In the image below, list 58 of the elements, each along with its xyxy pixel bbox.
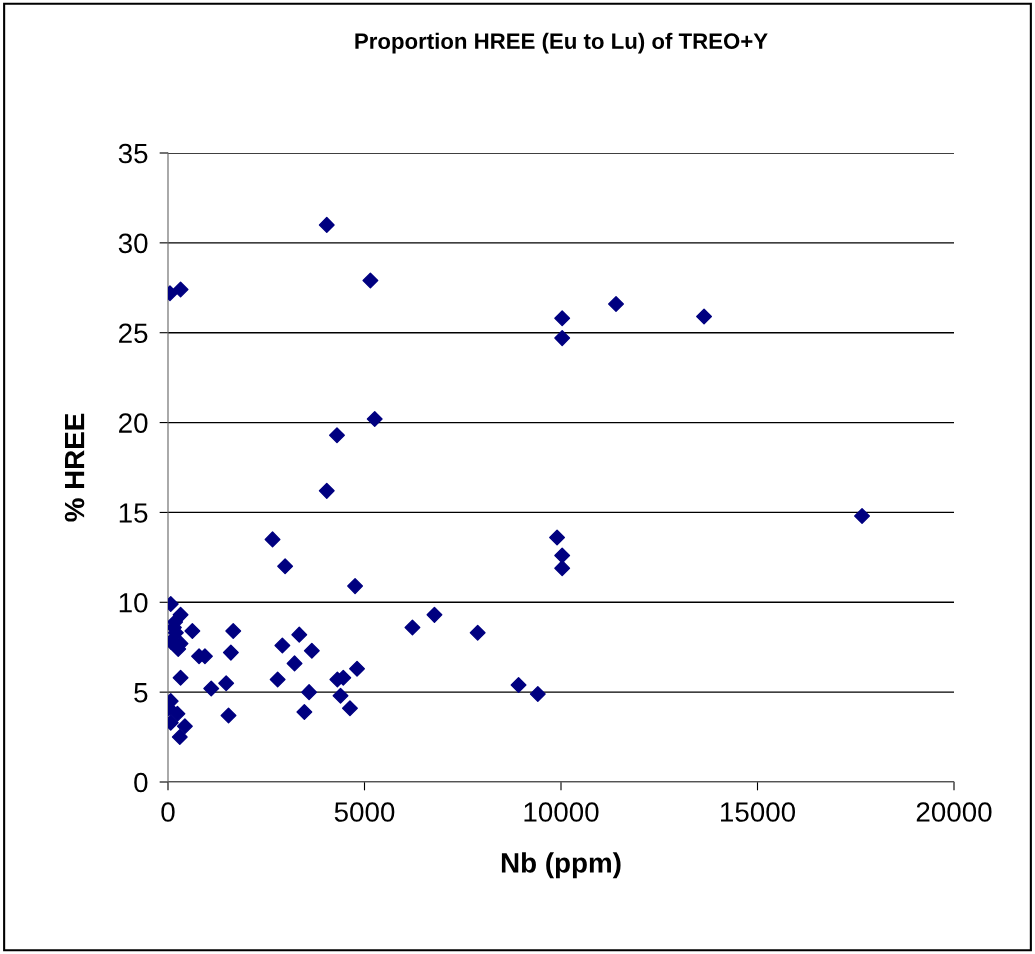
point	[318, 482, 335, 499]
point	[696, 308, 713, 325]
point	[854, 508, 871, 525]
y-tick-label: 25	[119, 323, 148, 344]
y-tick-label: 20	[119, 413, 148, 433]
point	[366, 410, 383, 427]
point	[347, 578, 364, 595]
point	[277, 558, 294, 575]
x-tick-label: 15000	[721, 802, 796, 822]
point	[218, 675, 235, 692]
point	[554, 547, 571, 564]
point	[171, 729, 188, 746]
point	[225, 623, 242, 640]
y-tick-label: 15	[119, 503, 148, 523]
y-tick-label: 10	[119, 592, 148, 613]
point	[426, 606, 443, 623]
point	[349, 660, 366, 677]
point	[203, 680, 220, 697]
point	[172, 281, 189, 298]
y-tick-label: 5	[134, 683, 148, 703]
x-tick-label: 10000	[524, 802, 599, 822]
y-axis-title: % HREE	[64, 413, 85, 522]
point	[274, 637, 291, 654]
point	[510, 676, 527, 693]
point	[608, 295, 624, 312]
point	[554, 330, 571, 347]
chart-title: Proportion HREE (Eu to Lu) of TREO+Y	[355, 32, 768, 54]
x-tick-label: 0	[161, 802, 175, 822]
point	[184, 623, 201, 640]
point	[169, 705, 186, 722]
point	[264, 531, 281, 548]
y-tick-label: 0	[134, 772, 148, 793]
point	[362, 272, 379, 289]
point	[404, 619, 421, 636]
point	[296, 703, 313, 720]
y-tick-label: 30	[118, 233, 148, 254]
point	[172, 669, 189, 686]
point	[341, 700, 358, 717]
point	[222, 644, 239, 661]
point	[469, 624, 486, 641]
point	[549, 529, 566, 546]
point	[291, 626, 308, 643]
point	[332, 687, 349, 704]
point	[554, 560, 571, 577]
x-tick-label: 5000	[334, 802, 395, 822]
point	[303, 642, 320, 659]
point	[269, 671, 286, 688]
point	[220, 707, 237, 724]
point	[554, 310, 571, 327]
point	[286, 655, 303, 672]
point	[176, 718, 193, 735]
y-tick-label: 35	[118, 143, 148, 164]
x-tick-label: 20000	[916, 802, 992, 822]
point	[329, 427, 345, 444]
point	[301, 684, 318, 701]
x-axis-title: Nb (ppm)	[501, 852, 621, 879]
point	[529, 685, 546, 702]
point	[318, 216, 335, 233]
